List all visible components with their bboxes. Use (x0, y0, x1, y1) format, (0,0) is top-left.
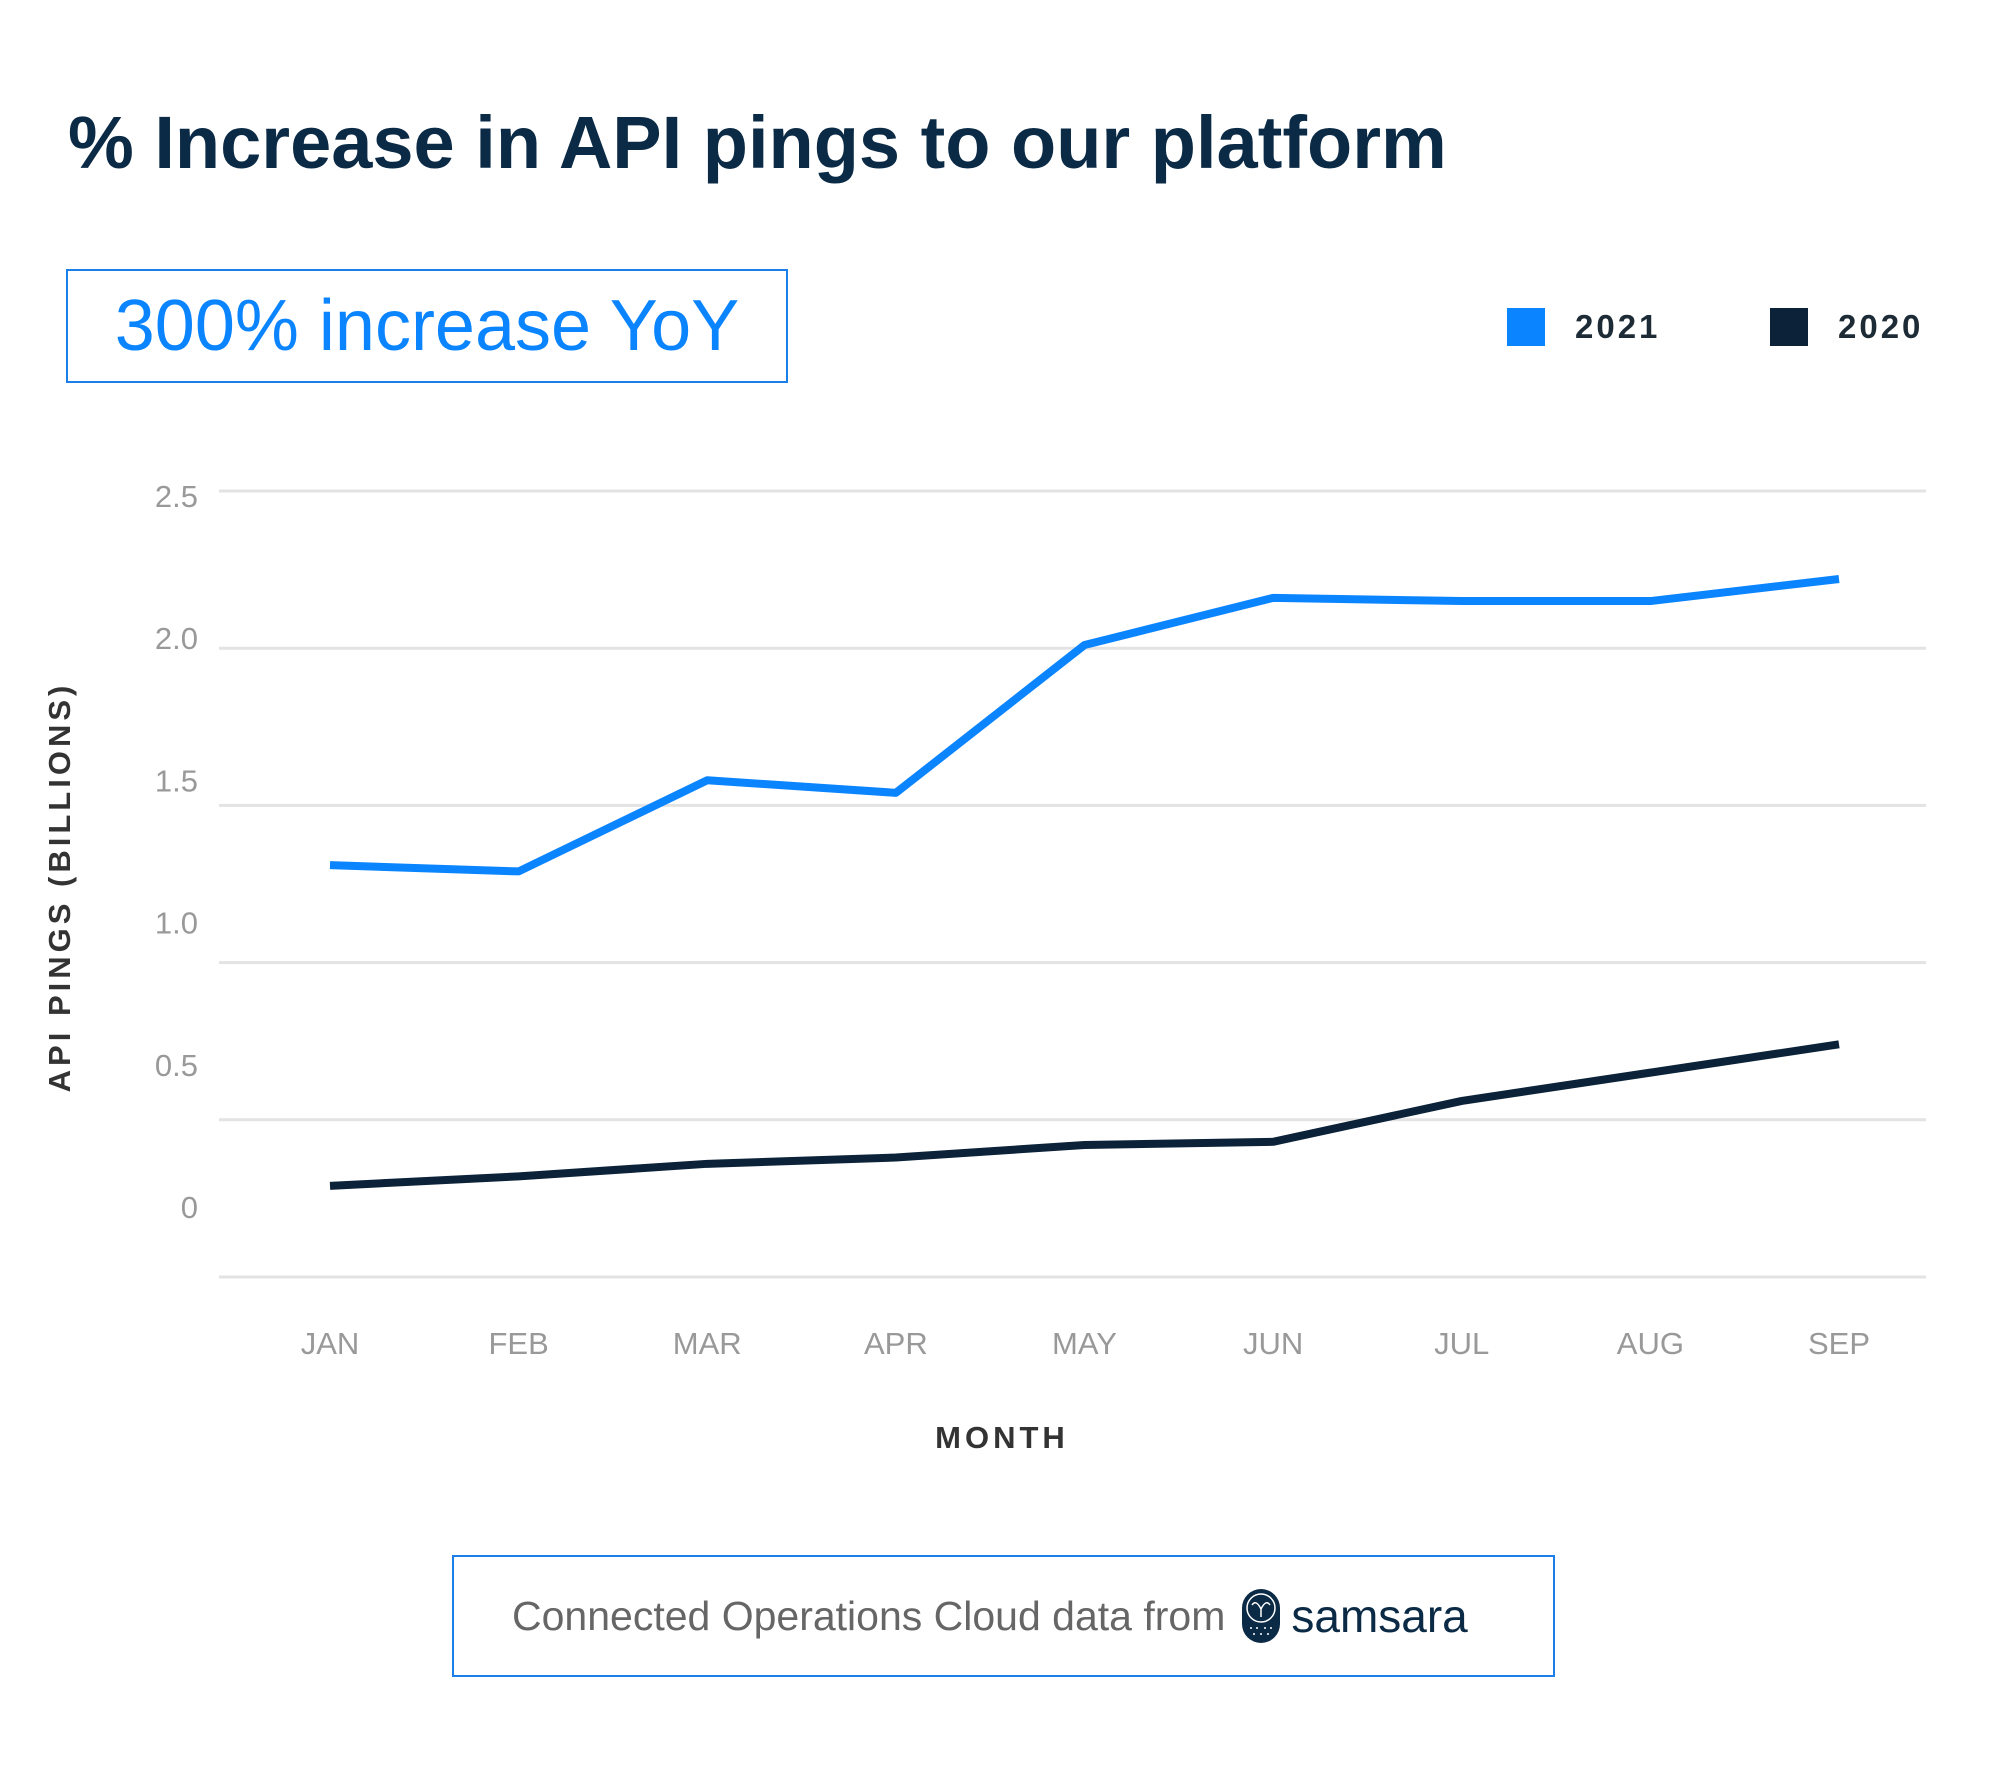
x-tick-label: APR (864, 1326, 928, 1361)
x-tick-label: MAR (673, 1326, 742, 1361)
y-tick-label: 1.0 (155, 906, 198, 941)
x-tick-label: JUN (1243, 1326, 1303, 1361)
y-axis-label: API PINGS (BILLIONS) (42, 682, 77, 1093)
legend-swatch-2021 (1507, 308, 1545, 346)
series-line-2021 (329, 575, 1840, 876)
yoy-badge: 300% increase YoY (66, 269, 788, 383)
x-tick-label: JUL (1434, 1326, 1489, 1361)
x-tick-label: AUG (1617, 1326, 1684, 1361)
legend-item-2020: 2020 (1770, 308, 1923, 346)
x-tick-label: FEB (488, 1326, 548, 1361)
y-tick-label: 0 (181, 1190, 198, 1225)
y-tick-label: 1.5 (155, 763, 198, 798)
footer-text: Connected Operations Cloud data from (512, 1592, 1226, 1639)
legend-label-2021: 2021 (1575, 308, 1661, 345)
yoy-badge-text: 300% increase YoY (114, 286, 740, 366)
x-axis-label: MONTH (935, 1420, 1069, 1455)
chart-title: % Increase in API pings to our platform (68, 101, 1447, 184)
x-tick-label: MAY (1052, 1326, 1117, 1361)
series-line-2020 (329, 1040, 1840, 1190)
x-tick-label: SEP (1808, 1326, 1870, 1361)
footer-attribution: Connected Operations Cloud data from sam… (452, 1555, 1555, 1677)
legend-item-2021: 2021 (1507, 308, 1660, 346)
samsara-wordmark: samsara (1291, 1590, 1468, 1642)
legend-label-2020: 2020 (1838, 308, 1924, 345)
owl-icon (1242, 1589, 1281, 1643)
y-tick-label: 2.0 (155, 621, 198, 656)
legend-swatch-2020 (1770, 308, 1808, 346)
y-tick-label: 0.5 (155, 1048, 198, 1083)
y-tick-label: 2.5 (155, 479, 198, 514)
samsara-logo: samsara (1241, 1588, 1468, 1644)
x-tick-label: JAN (301, 1326, 360, 1361)
